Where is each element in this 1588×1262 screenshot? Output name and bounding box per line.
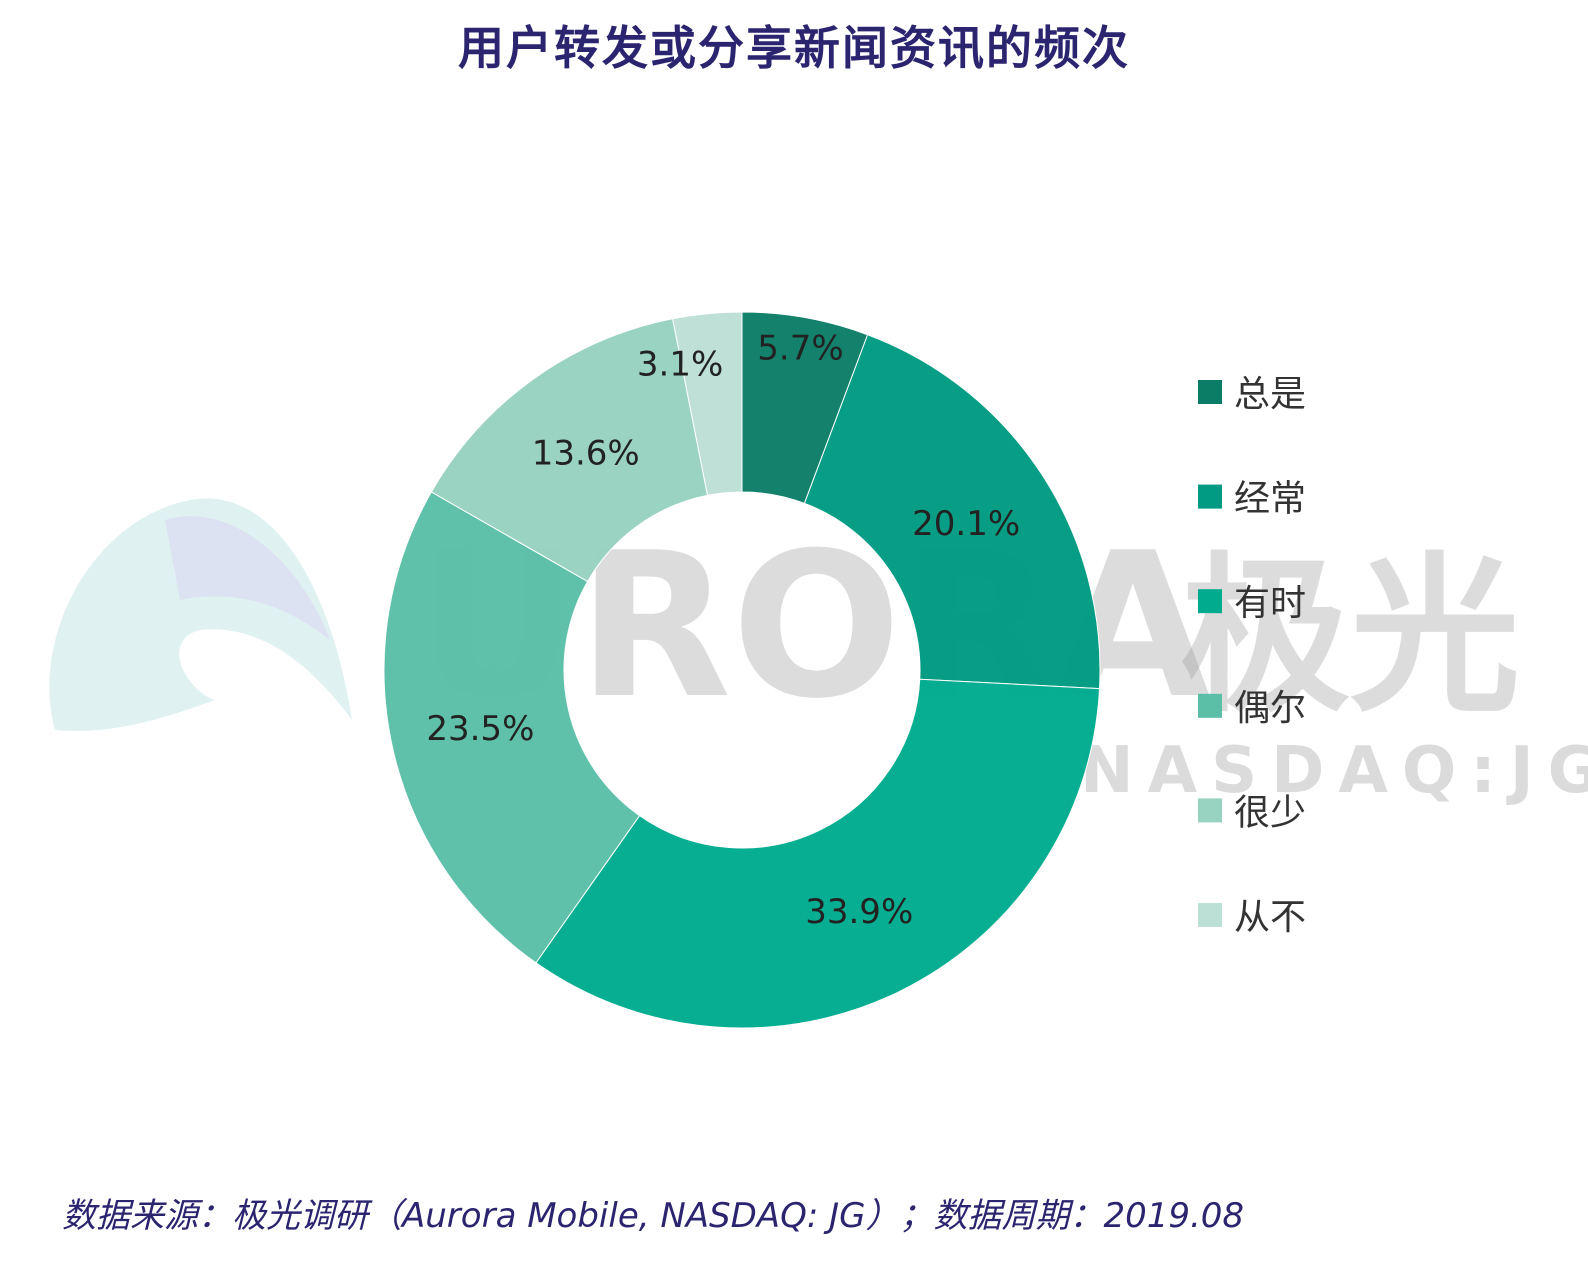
slice-value-label: 23.5% (426, 709, 534, 749)
slice-value-label: 3.1% (637, 345, 723, 385)
legend-label: 经常 (1234, 479, 1306, 520)
legend-label: 有时 (1234, 583, 1306, 624)
watermark-cn: 极光 (1180, 538, 1520, 736)
slice-labels: 5.7% 20.1% 33.9% 23.5% 13.6% 3.1% (426, 328, 1020, 932)
legend-swatch (1198, 903, 1222, 927)
slice-value-label: 33.9% (805, 892, 913, 932)
donut-chart: URORA 极光 NASDAQ:JG 5.7% 20.1% 33.9% 23.5% 13… (49, 311, 1588, 1029)
legend-swatch (1198, 693, 1222, 718)
slice-value-label: 5.7% (757, 328, 843, 368)
legend-swatch (1198, 589, 1222, 614)
donut-slice-4 (383, 491, 641, 964)
legend-swatch (1198, 484, 1222, 509)
legend-label: 总是 (1234, 374, 1306, 415)
donut-slice-6 (672, 311, 743, 496)
legend-label: 偶尔 (1234, 688, 1306, 729)
watermark-ticker: NASDAQ:JG (1080, 734, 1588, 808)
legend-swatch (1198, 798, 1222, 823)
legend-label: 很少 (1234, 792, 1306, 833)
donut-slice-2 (803, 334, 1101, 690)
chart-title: 用户转发或分享新闻资讯的频次 (458, 21, 1130, 75)
donut-slice-5 (430, 318, 709, 583)
legend-swatch (1198, 380, 1222, 404)
slice-value-label: 20.1% (912, 504, 1020, 544)
donut-slice-3 (535, 678, 1101, 1029)
donut-slices (383, 311, 1101, 1029)
aurora-watermark: URORA 极光 NASDAQ:JG (49, 498, 1588, 808)
slice-value-label: 13.6% (532, 433, 640, 473)
legend-label: 从不 (1234, 897, 1306, 938)
data-source-note: 数据来源：极光调研（Aurora Mobile, NASDAQ: JG）；数据周… (62, 1196, 1245, 1236)
